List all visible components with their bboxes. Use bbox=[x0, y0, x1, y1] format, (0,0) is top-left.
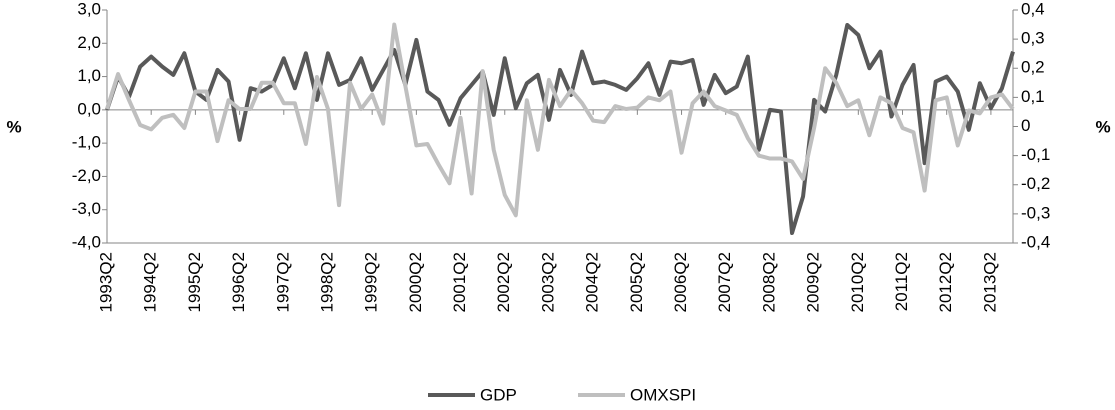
y-tick-label: 2,0 bbox=[77, 33, 101, 52]
y2-tick-label: 0,2 bbox=[1021, 58, 1045, 77]
x-tick-label: 1999Q2 bbox=[362, 252, 381, 313]
x-tick-label: 2013Q2 bbox=[980, 252, 999, 313]
x-tick-label: 2010Q2 bbox=[848, 252, 867, 313]
x-tick-label: 2008Q2 bbox=[759, 252, 778, 313]
x-tick-label: 1994Q2 bbox=[141, 252, 160, 313]
x-tick-label: 2001Q2 bbox=[450, 252, 469, 313]
x-tick-label: 2002Q2 bbox=[494, 252, 513, 313]
y2-tick-label: 0,1 bbox=[1021, 87, 1045, 106]
x-tick-label: 2011Q2 bbox=[892, 252, 911, 311]
y-tick-label: 0,0 bbox=[77, 99, 101, 118]
y2-tick-label: -0,2 bbox=[1021, 174, 1050, 193]
x-tick-label: 2006Q2 bbox=[671, 252, 690, 313]
y2-tick-label: -0,1 bbox=[1021, 145, 1050, 164]
x-tick-label: 2004Q2 bbox=[583, 252, 602, 313]
x-tick-label: 2012Q2 bbox=[936, 252, 955, 313]
series-line bbox=[105, 22, 1015, 236]
x-tick-label: 1998Q2 bbox=[317, 252, 336, 313]
y2-tick-label: 0,3 bbox=[1021, 29, 1045, 48]
y2-tick-label: 0 bbox=[1021, 116, 1030, 135]
y2-tick-label: -0,3 bbox=[1021, 203, 1050, 222]
y-tick-label: -3,0 bbox=[72, 199, 101, 218]
legend-label: OMXSPI bbox=[630, 385, 696, 404]
y2-tick-label: -0,4 bbox=[1021, 232, 1050, 251]
y-axis-label: % bbox=[6, 117, 21, 136]
series-line bbox=[105, 22, 1015, 218]
y2-tick-label: 0,4 bbox=[1021, 0, 1045, 18]
x-tick-label: 1993Q2 bbox=[96, 252, 115, 313]
y-tick-label: -2,0 bbox=[72, 166, 101, 185]
y-tick-label: -4,0 bbox=[72, 232, 101, 251]
y-tick-label: 3,0 bbox=[77, 0, 101, 18]
x-tick-label: 1995Q2 bbox=[185, 252, 204, 313]
y-tick-label: 1,0 bbox=[77, 66, 101, 85]
x-tick-label: 2009Q2 bbox=[804, 252, 823, 313]
legend-label: GDP bbox=[480, 385, 517, 404]
x-tick-label: 1996Q2 bbox=[229, 252, 248, 312]
x-tick-label: 2000Q2 bbox=[406, 252, 425, 313]
y-tick-label: -1,0 bbox=[72, 133, 101, 152]
x-tick-label: 2007Q2 bbox=[715, 252, 734, 313]
x-tick-label: 2005Q2 bbox=[627, 252, 646, 313]
x-tick-label: 2003Q2 bbox=[538, 252, 557, 313]
x-tick-label: 1997Q2 bbox=[273, 252, 292, 313]
y2-axis-label: % bbox=[1095, 117, 1110, 136]
